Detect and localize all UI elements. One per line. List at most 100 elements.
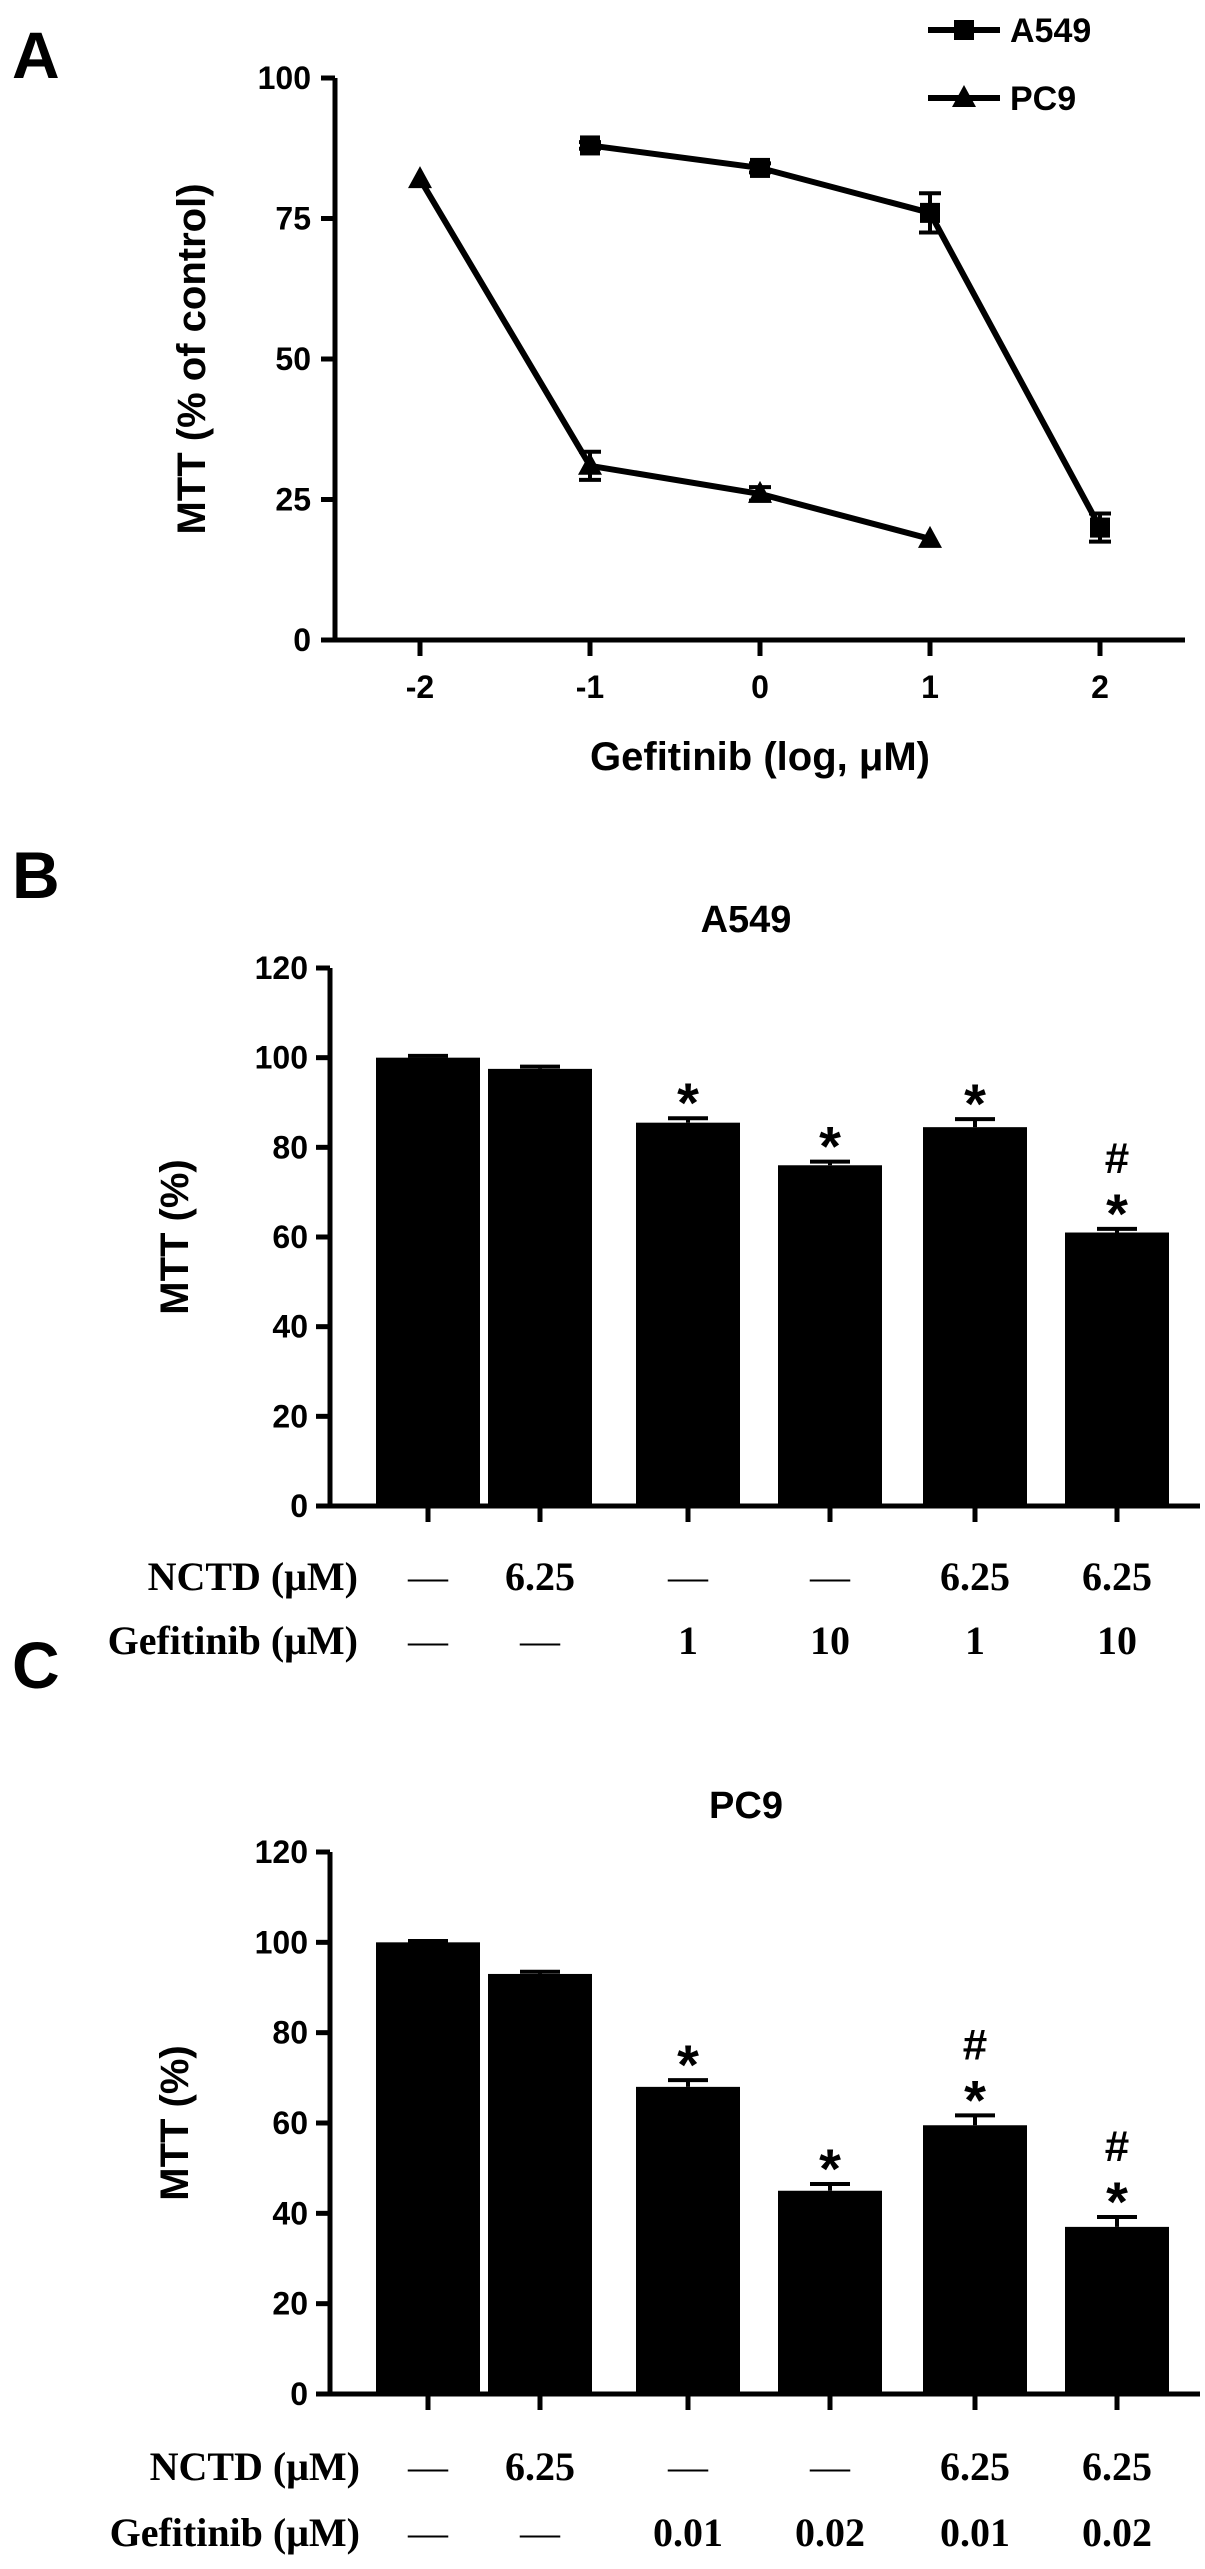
table-cell: —: [667, 1554, 709, 1599]
significance-hash: #: [963, 2020, 987, 2069]
legend-marker: [954, 20, 974, 40]
y-axis-title: MTT (%): [153, 2045, 197, 2201]
row-label: Gefitinib (μM): [108, 1618, 358, 1663]
chart-title: A549: [701, 899, 792, 941]
y-tick-label: 80: [272, 2015, 308, 2051]
x-tick-label: -2: [406, 669, 434, 705]
x-tick-label: 1: [921, 669, 939, 705]
y-tick-label: 40: [272, 1309, 308, 1345]
panel-label-a: A: [12, 18, 60, 92]
bar: [636, 1122, 740, 1506]
table-cell: 6.25: [505, 1554, 575, 1599]
bar: [1065, 2226, 1169, 2394]
table-cell: —: [809, 1554, 851, 1599]
significance-hash: #: [1105, 2122, 1129, 2171]
y-tick-label: 50: [275, 341, 311, 377]
table-cell: —: [407, 2510, 449, 2555]
data-point: [918, 525, 942, 548]
x-tick-label: 2: [1091, 669, 1109, 705]
significance-star: *: [1106, 2170, 1128, 2233]
data-point: [1090, 517, 1110, 538]
x-tick-label: 0: [751, 669, 769, 705]
bar: [1065, 1232, 1169, 1506]
table-cell: 6.25: [1082, 1554, 1152, 1599]
y-tick-label: 25: [275, 482, 311, 518]
y-tick-label: 0: [290, 1488, 308, 1524]
significance-star: *: [677, 2033, 699, 2096]
bar: [636, 2086, 740, 2394]
table-cell: 1: [678, 1618, 698, 1663]
table-cell: —: [519, 1618, 561, 1663]
bar: [923, 2125, 1027, 2394]
panel-label-c: C: [12, 1628, 60, 1702]
bar: [778, 1165, 882, 1506]
table-cell: —: [407, 2444, 449, 2489]
legend-marker: [952, 85, 976, 107]
series-line: [417, 177, 931, 542]
bar: [376, 1942, 480, 2394]
table-cell: 6.25: [1082, 2444, 1152, 2489]
y-tick-label: 40: [272, 2195, 308, 2231]
y-axis-title: MTT (% of control): [170, 183, 214, 534]
y-tick-label: 60: [272, 1219, 308, 1255]
bar: [778, 2190, 882, 2394]
legend-label: PC9: [1010, 80, 1076, 118]
row-label: NCTD (μM): [148, 1554, 358, 1599]
y-tick-label: 75: [275, 201, 311, 237]
data-point: [580, 135, 600, 156]
table-cell: 0.02: [795, 2510, 865, 2555]
y-tick-label: 100: [255, 1040, 308, 1076]
bar: [488, 1068, 592, 1506]
table-cell: 6.25: [940, 2444, 1010, 2489]
significance-star: *: [819, 2137, 841, 2200]
x-axis-title: Gefitinib (log, μM): [590, 735, 930, 779]
data-point: [750, 157, 770, 178]
table-cell: 6.25: [505, 2444, 575, 2489]
data-point: [578, 452, 602, 475]
y-tick-label: 120: [255, 1834, 308, 1870]
table-cell: —: [407, 1554, 449, 1599]
legend-label: A549: [1010, 12, 1091, 50]
y-tick-label: 60: [272, 2105, 308, 2141]
significance-star: *: [819, 1115, 841, 1178]
table-cell: —: [519, 2510, 561, 2555]
data-point: [748, 480, 772, 503]
line-chart-a: 0 25 50 75 100 -2 -1 0 1 2 Gefitinib (log, μM) MTT …: [170, 12, 1185, 779]
chart-title: PC9: [709, 1785, 783, 1827]
bar: [923, 1127, 1027, 1506]
panel-label-b: B: [12, 838, 60, 912]
bar: [376, 1057, 480, 1506]
y-tick-label: 100: [255, 1924, 308, 1960]
data-point: [408, 166, 432, 189]
row-label: Gefitinib (μM): [110, 2510, 360, 2555]
y-tick-label: 120: [255, 950, 308, 986]
significance-star: *: [964, 1072, 986, 1135]
y-tick-label: 0: [290, 2376, 308, 2412]
table-cell: —: [407, 1618, 449, 1663]
significance-hash: #: [1105, 1134, 1129, 1183]
table-cell: 0.01: [940, 2510, 1010, 2555]
series-line: [589, 142, 1103, 530]
y-tick-label: 20: [272, 2286, 308, 2322]
significance-star: *: [677, 1071, 699, 1134]
significance-star: *: [964, 2068, 986, 2131]
x-tick-label: -1: [576, 669, 604, 705]
significance-star: *: [1106, 1182, 1128, 1245]
row-label: NCTD (μM): [150, 2444, 360, 2489]
y-axis-title: MTT (%): [153, 1159, 197, 1315]
y-tick-label: 20: [272, 1398, 308, 1434]
table-cell: —: [809, 2444, 851, 2489]
table-cell: 10: [1097, 1618, 1137, 1663]
bar: [488, 1973, 592, 2394]
table-cell: 0.01: [653, 2510, 723, 2555]
table-cell: 1: [965, 1618, 985, 1663]
table-cell: 6.25: [940, 1554, 1010, 1599]
y-tick-label: 100: [258, 60, 311, 96]
y-tick-label: 0: [293, 622, 311, 658]
table-cell: 0.02: [1082, 2510, 1152, 2555]
y-tick-label: 80: [272, 1129, 308, 1165]
table-cell: 10: [810, 1618, 850, 1663]
